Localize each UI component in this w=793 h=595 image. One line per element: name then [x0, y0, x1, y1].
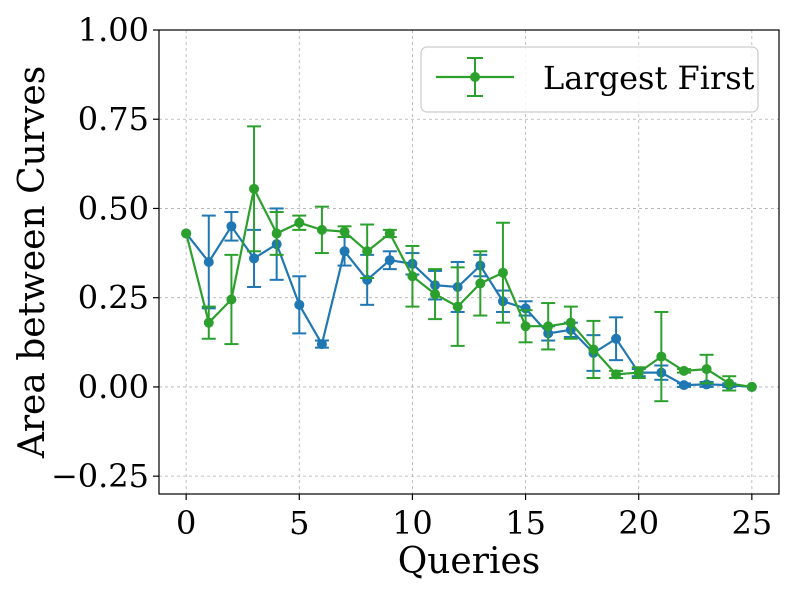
legend-marker [470, 72, 480, 82]
series-line [185, 224, 752, 388]
data-point [724, 378, 735, 389]
data-point [452, 301, 463, 312]
x-tick-label: 25 [731, 504, 772, 542]
y-axis-title: Area between Curves [12, 66, 53, 459]
data-point [565, 317, 576, 328]
x-axis: 0 5 10 15 20 25 [176, 494, 772, 542]
data-point [633, 367, 644, 378]
data-point [249, 253, 260, 264]
data-point [746, 381, 757, 392]
data-point [611, 333, 622, 344]
data-point [249, 183, 260, 194]
y-tick-label: 0.25 [78, 279, 149, 317]
data-point [701, 364, 712, 375]
data-point [678, 365, 689, 376]
series-line [185, 185, 752, 388]
series-1 [181, 207, 757, 392]
data-point [678, 380, 689, 391]
x-axis-title: Queries [398, 541, 541, 582]
data-point [611, 369, 622, 380]
data-point [430, 289, 441, 300]
data-point [203, 317, 214, 328]
y-tick-label: 0.50 [78, 189, 149, 227]
legend: Largest First [420, 46, 759, 113]
x-tick-label: 0 [176, 504, 196, 542]
data-point [656, 351, 667, 362]
y-axis: −0.25 0.00 0.25 0.50 0.75 1.00 [51, 11, 159, 495]
data-point [339, 246, 350, 257]
data-point [294, 217, 305, 228]
data-point [181, 228, 192, 239]
legend-label: Largest First [543, 59, 755, 97]
data-point [543, 321, 554, 332]
data-point [271, 228, 282, 239]
data-point [203, 257, 214, 267]
data-point [226, 294, 237, 305]
y-tick-label: 1.00 [78, 11, 149, 49]
data-point [701, 379, 712, 390]
y-tick-label: 0.00 [78, 368, 149, 406]
plot-frame [158, 29, 780, 495]
x-tick-label: 10 [392, 504, 433, 542]
data-point [407, 271, 418, 282]
data-point [520, 321, 531, 332]
data-point [339, 226, 350, 237]
data-point [226, 221, 237, 232]
data-point [497, 267, 508, 278]
x-tick-label: 5 [289, 504, 309, 542]
y-tick-label: −0.25 [51, 457, 149, 495]
series-2 [181, 125, 757, 403]
data-point [362, 246, 373, 257]
y-tick-label: 0.75 [78, 100, 149, 138]
series-layer [181, 125, 757, 403]
data-point [588, 344, 599, 355]
data-point [384, 228, 395, 239]
x-tick-label: 15 [505, 504, 546, 542]
x-tick-label: 20 [618, 504, 659, 542]
legend-box [420, 46, 759, 113]
data-point [384, 255, 395, 266]
data-point [475, 278, 486, 289]
data-point [316, 224, 327, 235]
data-point [316, 339, 327, 350]
data-point [294, 299, 305, 310]
